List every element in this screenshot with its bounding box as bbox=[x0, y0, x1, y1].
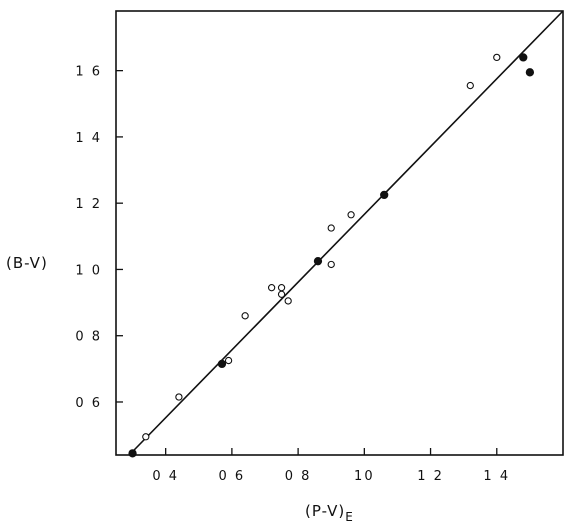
open-data-point bbox=[327, 224, 335, 232]
x-tick-label: 1 4 bbox=[483, 469, 510, 484]
regression-line bbox=[128, 10, 564, 456]
open-data-point bbox=[175, 393, 183, 401]
x-tick-label: 0 4 bbox=[152, 469, 179, 484]
y-axis-ticks: 0 6 0 8 1 0 1 2 1 4 1 6 bbox=[75, 65, 123, 411]
x-tick-label: 1 2 bbox=[417, 469, 444, 484]
x-axis-label-subscript: E bbox=[345, 510, 354, 524]
open-data-point bbox=[142, 433, 150, 441]
x-axis-ticks: 0 4 0 6 0 8 10 1 2 1 4 bbox=[152, 448, 510, 484]
open-data-point bbox=[277, 284, 286, 292]
y-tick-label: 0 8 bbox=[75, 330, 102, 345]
filled-data-point bbox=[525, 68, 535, 77]
filled-data-point bbox=[128, 449, 137, 458]
x-axis-label: (P-V)E bbox=[305, 502, 354, 524]
open-data-point bbox=[347, 211, 355, 219]
x-axis-label-main: (P-V) bbox=[305, 502, 345, 520]
open-data-point bbox=[466, 81, 474, 90]
y-tick-label: 1 2 bbox=[75, 197, 102, 212]
plot-frame bbox=[115, 10, 564, 456]
open-data-point bbox=[224, 356, 233, 365]
y-tick-label: 1 0 bbox=[75, 263, 102, 278]
data-points bbox=[128, 53, 535, 458]
filled-data-point bbox=[217, 359, 227, 369]
filled-data-point bbox=[519, 53, 528, 62]
x-tick-label: 0 6 bbox=[219, 469, 246, 484]
open-data-point bbox=[493, 53, 501, 62]
open-data-point bbox=[241, 312, 249, 320]
y-tick-label: 1 6 bbox=[75, 65, 102, 80]
open-data-point bbox=[284, 297, 292, 305]
x-tick-label: 0 8 bbox=[285, 469, 312, 484]
y-tick-label: 1 4 bbox=[75, 131, 102, 146]
y-axis-label: (B-V) bbox=[6, 254, 48, 272]
open-data-point bbox=[277, 290, 286, 298]
open-data-point bbox=[267, 284, 276, 292]
y-tick-label: 0 6 bbox=[75, 396, 102, 411]
filled-data-point bbox=[380, 190, 389, 200]
open-data-point bbox=[327, 260, 335, 269]
x-tick-label: 10 bbox=[354, 469, 375, 484]
filled-data-point bbox=[313, 257, 323, 266]
